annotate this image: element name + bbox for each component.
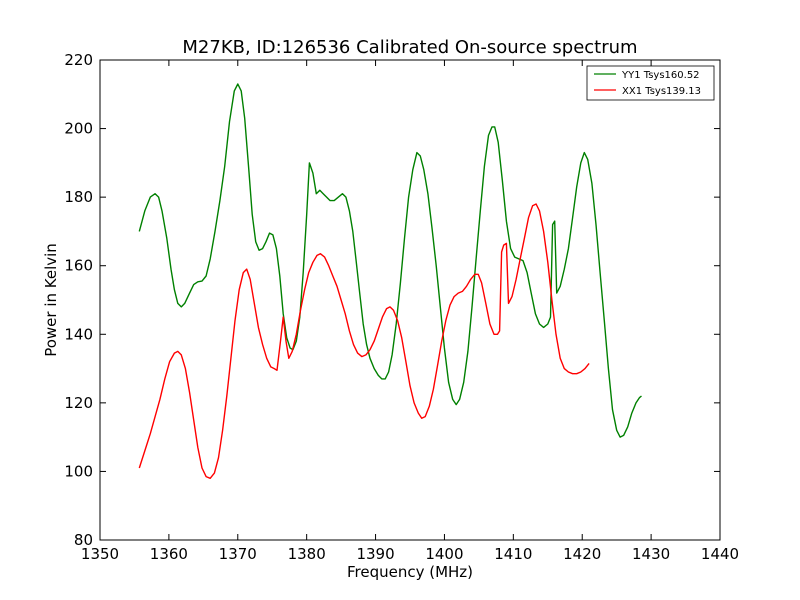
x-tick-label: 1440 [701,545,739,563]
x-tick-label: 1420 [563,545,601,563]
y-tick-label: 100 [64,462,93,480]
series-line-xx1 [138,203,590,479]
series-layer [138,83,642,479]
legend-label-yy1: YY1 Tsys160.52 [621,70,700,81]
x-tick-label: 1350 [81,545,119,563]
x-tick-label: 1410 [494,545,532,563]
x-tick-label: 1370 [219,545,257,563]
y-tick-label: 80 [74,531,93,549]
y-tick-label: 120 [64,394,93,412]
legend-label-xx1: XX1 Tsys139.13 [622,86,701,97]
x-tick-label: 1400 [425,545,463,563]
y-axis-label: Power in Kelvin [42,243,60,357]
plot-frame [99,59,721,541]
x-tick-label: 1430 [632,545,670,563]
axis-ticks: 1350 1360 1370 1380 1390 1400 1410 1420 1430 1440… [64,51,739,563]
x-tick-label: 1360 [150,545,188,563]
legend: YY1 Tsys160.52 XX1 Tsys139.13 [586,65,715,101]
legend-box [586,65,715,101]
chart-title: M27KB, ID:126536 Calibrated On-source sp… [182,37,637,58]
y-tick-label: 200 [64,120,93,138]
series-line-yy1 [138,83,642,438]
x-tick-label: 1380 [288,545,326,563]
y-tick-label: 180 [64,188,93,206]
x-axis-label: Frequency (MHz) [347,563,473,581]
x-tick-label: 1390 [356,545,394,563]
y-tick-label: 140 [64,325,93,343]
y-tick-label: 220 [64,51,93,69]
y-tick-label: 160 [64,257,93,275]
